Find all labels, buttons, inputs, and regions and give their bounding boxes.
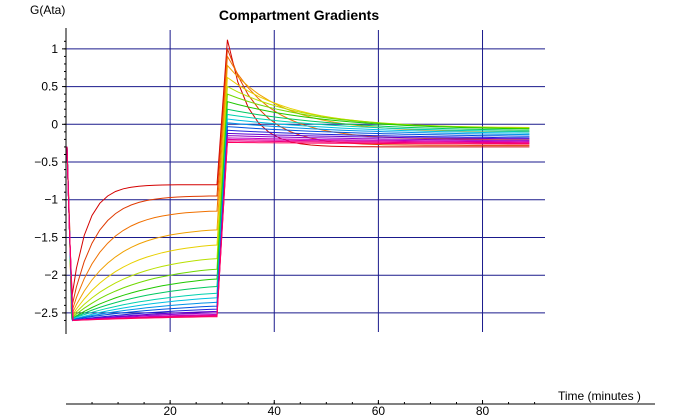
x-tick-label: 80 bbox=[476, 404, 490, 418]
axes bbox=[62, 28, 655, 405]
y-tick-label: 0 bbox=[51, 117, 58, 131]
y-axis-label: G(Ata) bbox=[30, 3, 65, 17]
series-line bbox=[66, 137, 530, 322]
y-tick-label: −1 bbox=[44, 193, 58, 207]
tick-labels: 1 0.5 0 −0.5 −1 −1.5 −2 −2.5 20 40 60 80 bbox=[34, 42, 489, 418]
series-line bbox=[66, 101, 530, 320]
series-line bbox=[66, 132, 530, 322]
series-line bbox=[66, 54, 530, 314]
y-tick-label: −2 bbox=[44, 268, 58, 282]
series-line bbox=[66, 122, 530, 321]
series-line bbox=[66, 141, 530, 322]
x-tick-label: 40 bbox=[268, 404, 282, 418]
series-line bbox=[66, 138, 530, 322]
series-line bbox=[66, 126, 530, 321]
y-tick-label: −1.5 bbox=[34, 230, 58, 244]
series-line bbox=[66, 64, 530, 316]
series-line bbox=[66, 118, 530, 321]
series-line bbox=[66, 39, 530, 302]
y-tick-label: −2.5 bbox=[34, 306, 58, 320]
series-line bbox=[66, 129, 530, 322]
series-line bbox=[66, 108, 530, 320]
x-tick-label: 60 bbox=[372, 404, 386, 418]
series-line bbox=[66, 140, 530, 322]
grid-lines bbox=[66, 30, 545, 332]
series-line bbox=[66, 135, 530, 322]
x-tick-label: 20 bbox=[163, 404, 177, 418]
series-line bbox=[66, 48, 530, 310]
series-line bbox=[66, 93, 530, 320]
y-tick-label: −0.5 bbox=[34, 155, 58, 169]
series-lines bbox=[66, 39, 530, 322]
series-line bbox=[66, 113, 530, 320]
series-line bbox=[66, 85, 530, 319]
y-tick-label: 0.5 bbox=[41, 80, 58, 94]
y-tick-label: 1 bbox=[51, 42, 58, 56]
x-axis-label: Time (minutes ) bbox=[558, 389, 641, 403]
chart-title: Compartment Gradients bbox=[219, 7, 379, 23]
